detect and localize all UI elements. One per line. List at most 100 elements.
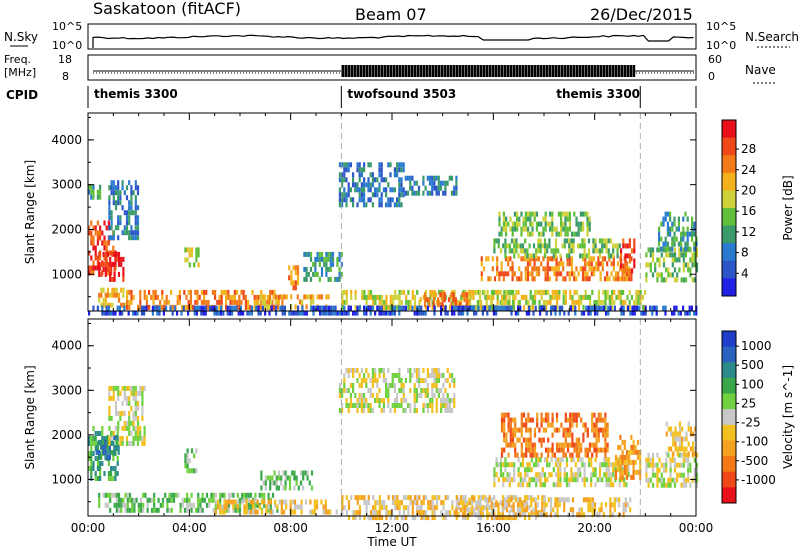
data-cell bbox=[585, 497, 588, 503]
data-cell bbox=[666, 211, 669, 217]
data-cell bbox=[247, 497, 250, 503]
data-cell bbox=[555, 266, 558, 272]
data-cell bbox=[409, 378, 412, 383]
data-cell bbox=[595, 427, 598, 433]
data-cell bbox=[223, 509, 226, 515]
data-cell bbox=[451, 305, 454, 311]
data-cell bbox=[564, 432, 567, 438]
data-cell bbox=[598, 477, 602, 483]
data-cell bbox=[424, 403, 427, 408]
data-cell bbox=[122, 266, 125, 272]
data-cell bbox=[140, 310, 143, 316]
data-cell bbox=[444, 185, 447, 191]
data-cell bbox=[670, 446, 673, 452]
data-cell bbox=[616, 457, 619, 463]
data-cell bbox=[563, 467, 566, 473]
data-cell bbox=[376, 378, 379, 383]
data-cell bbox=[481, 305, 484, 311]
data-cell bbox=[391, 373, 394, 378]
data-cell bbox=[660, 246, 663, 252]
data-cell bbox=[582, 221, 585, 227]
data-cell bbox=[427, 500, 430, 506]
data-cell bbox=[241, 499, 244, 505]
data-cell bbox=[119, 390, 122, 396]
data-cell bbox=[396, 398, 399, 403]
data-cell bbox=[426, 297, 429, 303]
data-cell bbox=[604, 412, 607, 418]
data-cell bbox=[422, 408, 425, 413]
data-cell bbox=[450, 175, 454, 181]
data-cell bbox=[121, 185, 124, 191]
data-cell bbox=[664, 246, 667, 252]
data-cell bbox=[694, 446, 697, 452]
data-cell bbox=[672, 431, 675, 437]
data-cell bbox=[523, 510, 527, 516]
data-cell bbox=[92, 245, 95, 251]
data-cell bbox=[341, 403, 344, 408]
data-cell bbox=[541, 472, 544, 478]
data-cell bbox=[110, 210, 113, 216]
data-cell bbox=[682, 226, 685, 232]
data-cell bbox=[487, 294, 490, 300]
data-cell bbox=[207, 299, 210, 305]
data-cell bbox=[451, 378, 454, 383]
data-cell bbox=[689, 257, 692, 263]
data-cell bbox=[549, 497, 553, 503]
data-cell bbox=[622, 238, 625, 244]
data-cell bbox=[360, 368, 363, 373]
data-cell bbox=[692, 431, 695, 437]
data-cell bbox=[125, 185, 129, 191]
data-cell bbox=[673, 247, 677, 253]
data-cell bbox=[136, 215, 140, 221]
data-cell bbox=[110, 385, 113, 391]
data-cell bbox=[683, 436, 686, 442]
data-cell bbox=[435, 190, 438, 196]
data-cell bbox=[599, 412, 603, 418]
data-cell bbox=[139, 294, 142, 300]
data-cell bbox=[250, 305, 253, 311]
data-cell bbox=[369, 378, 372, 383]
data-cell bbox=[612, 472, 615, 478]
data-cell bbox=[614, 271, 618, 277]
data-cell bbox=[188, 262, 191, 268]
data-cell bbox=[99, 451, 102, 456]
data-cell bbox=[125, 440, 129, 446]
data-cell bbox=[453, 310, 456, 316]
data-cell bbox=[628, 459, 631, 465]
data-cell bbox=[104, 492, 107, 498]
data-cell bbox=[431, 495, 434, 501]
data-cell bbox=[358, 172, 361, 178]
data-cell bbox=[92, 441, 95, 446]
data-cell bbox=[378, 167, 381, 173]
data-cell bbox=[449, 510, 452, 516]
data-cell bbox=[579, 457, 582, 463]
data-cell bbox=[632, 449, 635, 455]
data-cell bbox=[130, 195, 133, 201]
data-cell bbox=[396, 373, 399, 378]
data-cell bbox=[109, 256, 112, 262]
data-cell bbox=[367, 373, 370, 378]
data-cell bbox=[552, 305, 555, 311]
data-cell bbox=[554, 253, 558, 259]
data-cell bbox=[552, 253, 555, 259]
data-cell bbox=[618, 512, 621, 518]
y-tick-label: 3000 bbox=[51, 383, 82, 397]
data-cell bbox=[536, 452, 539, 458]
data-cell bbox=[363, 192, 366, 198]
data-cell bbox=[378, 510, 381, 516]
data-cell bbox=[605, 248, 608, 254]
data-cell bbox=[554, 243, 558, 249]
data-cell bbox=[431, 515, 434, 521]
data-cell bbox=[676, 431, 679, 437]
data-cell bbox=[150, 497, 154, 503]
data-cell bbox=[608, 294, 611, 300]
data-cell bbox=[692, 446, 695, 452]
data-cell bbox=[626, 268, 629, 274]
data-cell bbox=[498, 211, 501, 217]
data-cell bbox=[589, 502, 592, 508]
data-cell bbox=[455, 515, 458, 521]
data-cell bbox=[667, 452, 670, 458]
data-cell bbox=[243, 504, 246, 510]
data-cell bbox=[569, 305, 572, 311]
data-cell bbox=[453, 299, 456, 305]
